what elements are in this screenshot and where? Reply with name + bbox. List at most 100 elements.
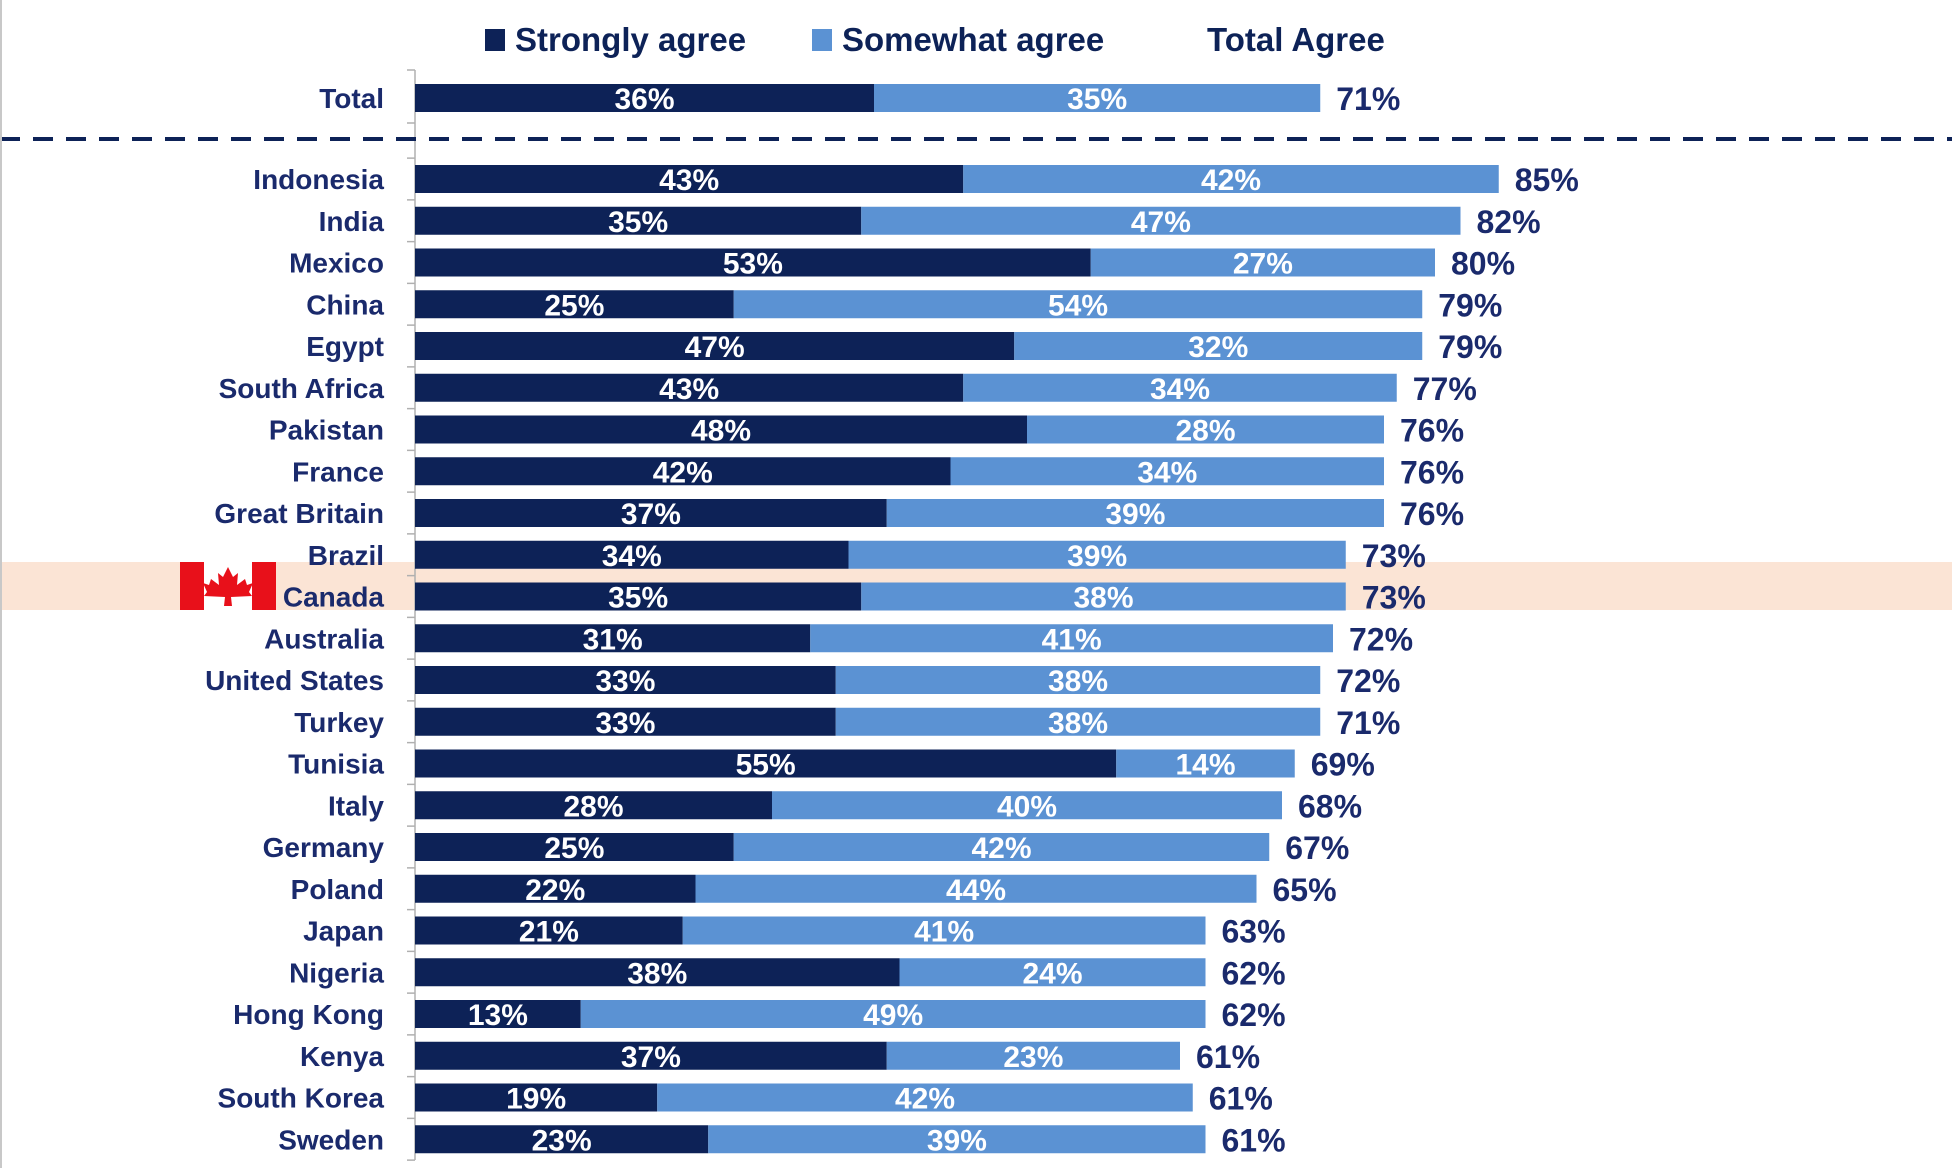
data-label-somewhat-agree: 39% [927, 1124, 987, 1157]
row-canada: Canada 35% 38% 73% [283, 580, 1426, 616]
data-label-strongly-agree: 36% [614, 83, 674, 116]
data-label-somewhat-agree: 32% [1188, 331, 1248, 364]
data-label-somewhat-agree: 14% [1175, 749, 1235, 782]
bar-somewhat-agree [1027, 415, 1384, 444]
data-label-somewhat-agree: 41% [1042, 623, 1102, 656]
data-label-somewhat-agree: 23% [1003, 1041, 1063, 1074]
category-label: Nigeria [289, 957, 384, 988]
data-label-total-agree: 62% [1222, 997, 1286, 1033]
data-label-strongly-agree: 35% [608, 206, 668, 239]
category-label: Canada [283, 582, 385, 613]
data-label-total-agree: 79% [1438, 287, 1502, 323]
category-label: Great Britain [214, 498, 384, 529]
bar-somewhat-agree [886, 499, 1384, 527]
bar-strongly-agree [415, 415, 1027, 444]
row-indonesia: Indonesia 43% 42% 85% [253, 162, 1579, 198]
bar-somewhat-agree [963, 165, 1499, 193]
data-label-somewhat-agree: 38% [1048, 665, 1108, 698]
bar-somewhat-agree [733, 833, 1270, 861]
bar-strongly-agree [415, 248, 1091, 277]
data-label-total-agree: 71% [1336, 81, 1400, 117]
bar-somewhat-agree [733, 290, 1423, 319]
row-egypt: Egypt 47% 32% 79% [306, 329, 1502, 365]
data-label-total-agree: 72% [1336, 663, 1400, 699]
bar-strongly-agree [415, 1000, 581, 1028]
data-label-total-agree: 68% [1298, 788, 1362, 824]
bar-strongly-agree [415, 749, 1117, 778]
bar-somewhat-agree [1090, 248, 1435, 277]
data-label-strongly-agree: 33% [595, 707, 655, 740]
row-tunisia: Tunisia 55% 14% 69% [288, 747, 1375, 783]
category-label: Hong Kong [233, 999, 384, 1030]
data-label-somewhat-agree: 34% [1137, 456, 1197, 489]
bar-strongly-agree [415, 84, 874, 112]
category-label: Indonesia [253, 164, 384, 195]
row-italy: Italy 28% 40% 68% [328, 788, 1362, 824]
data-label-strongly-agree: 22% [525, 874, 585, 907]
data-label-somewhat-agree: 42% [971, 832, 1031, 865]
bar-strongly-agree [415, 373, 964, 402]
data-label-total-agree: 63% [1222, 914, 1286, 950]
data-label-total-agree: 72% [1349, 621, 1413, 657]
row-sweden: Sweden 23% 39% 61% [278, 1122, 1285, 1158]
bar-strongly-agree [415, 165, 964, 193]
bar-somewhat-agree [861, 206, 1461, 235]
category-label: China [306, 289, 384, 320]
bar-somewhat-agree [835, 666, 1321, 694]
legend-label-somewhat-agree: Somewhat agree [842, 21, 1104, 58]
data-label-somewhat-agree: 35% [1067, 83, 1127, 116]
bar-strongly-agree [415, 833, 734, 861]
data-label-somewhat-agree: 40% [997, 790, 1057, 823]
data-label-strongly-agree: 21% [519, 916, 579, 949]
legend-swatch-strongly-agree [485, 29, 505, 51]
total-row: Total 36% 35% 71% [319, 81, 1400, 117]
bar-strongly-agree [415, 1041, 887, 1070]
data-label-total-agree: 73% [1362, 538, 1426, 574]
bar-strongly-agree [415, 666, 836, 694]
row-turkey: Turkey 33% 38% 71% [294, 705, 1400, 741]
data-label-somewhat-agree: 27% [1233, 248, 1293, 281]
bar-somewhat-agree [657, 1083, 1193, 1112]
bar-strongly-agree [415, 1083, 658, 1112]
data-label-total-agree: 82% [1477, 204, 1541, 240]
data-label-strongly-agree: 37% [621, 498, 681, 531]
bar-strongly-agree [415, 457, 951, 486]
category-label: United States [205, 665, 384, 696]
bar-somewhat-agree [695, 874, 1257, 903]
bar-strongly-agree [415, 916, 683, 945]
data-label-total-agree: 71% [1336, 705, 1400, 741]
bar-somewhat-agree [950, 457, 1384, 486]
data-label-strongly-agree: 13% [468, 999, 528, 1032]
bar-somewhat-agree [963, 373, 1397, 402]
category-label: South Africa [219, 373, 385, 404]
row-germany: Germany 25% 42% 67% [263, 830, 1350, 866]
category-label: Germany [263, 832, 385, 863]
data-label-somewhat-agree: 24% [1022, 957, 1082, 990]
row-japan: Japan 21% 41% 63% [303, 914, 1285, 950]
bar-strongly-agree [415, 874, 696, 903]
bar-strongly-agree [415, 1125, 709, 1154]
data-label-somewhat-agree: 39% [1105, 498, 1165, 531]
bar-strongly-agree [415, 499, 887, 527]
row-nigeria: Nigeria 38% 24% 62% [289, 955, 1285, 991]
data-label-total-agree: 76% [1400, 496, 1464, 532]
row-hong-kong: Hong Kong 13% 49% 62% [233, 997, 1285, 1033]
data-label-total-agree: 61% [1209, 1081, 1273, 1117]
data-label-total-agree: 67% [1285, 830, 1349, 866]
category-label: Brazil [308, 540, 384, 571]
category-label: India [319, 206, 385, 237]
data-label-strongly-agree: 43% [659, 164, 719, 197]
data-label-total-agree: 79% [1438, 329, 1502, 365]
data-label-somewhat-agree: 44% [946, 874, 1006, 907]
data-label-somewhat-agree: 54% [1048, 289, 1108, 322]
category-label: Australia [264, 623, 384, 654]
bar-somewhat-agree [861, 582, 1346, 611]
legend-label-strongly-agree: Strongly agree [515, 21, 746, 58]
bar-strongly-agree [415, 791, 772, 820]
data-label-total-agree: 73% [1362, 580, 1426, 616]
category-label: Sweden [278, 1124, 384, 1155]
category-label: Mexico [289, 248, 384, 279]
bar-strongly-agree [415, 332, 1015, 360]
bar-somewhat-agree [1116, 749, 1295, 778]
data-label-somewhat-agree: 41% [914, 916, 974, 949]
